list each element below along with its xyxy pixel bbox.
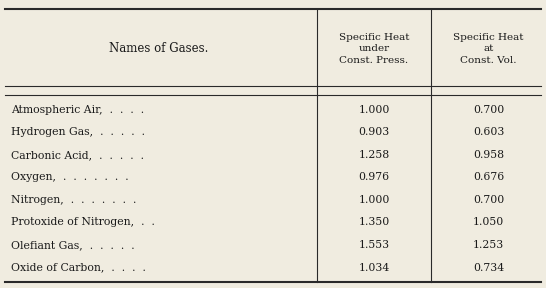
- Text: 1.258: 1.258: [358, 150, 390, 160]
- Text: 1.034: 1.034: [358, 263, 390, 272]
- Text: Specific Heat
under
Const. Press.: Specific Heat under Const. Press.: [339, 33, 410, 65]
- Text: 1.050: 1.050: [473, 217, 505, 228]
- Text: Specific Heat
at
Const. Vol.: Specific Heat at Const. Vol.: [453, 33, 524, 65]
- Text: 0.958: 0.958: [473, 150, 505, 160]
- Text: 0.734: 0.734: [473, 263, 505, 272]
- Text: Nitrogen,  .  .  .  .  .  .  .: Nitrogen, . . . . . . .: [11, 195, 136, 205]
- Text: Carbonic Acid,  .  .  .  .  .: Carbonic Acid, . . . . .: [11, 150, 144, 160]
- Text: 1.553: 1.553: [358, 240, 390, 250]
- Text: Protoxide of Nitrogen,  .  .: Protoxide of Nitrogen, . .: [11, 217, 155, 228]
- Text: Oxide of Carbon,  .  .  .  .: Oxide of Carbon, . . . .: [11, 263, 146, 272]
- Text: Names of Gases.: Names of Gases.: [109, 42, 208, 56]
- Text: 1.253: 1.253: [473, 240, 505, 250]
- Text: 1.000: 1.000: [358, 195, 390, 205]
- Text: 0.700: 0.700: [473, 105, 505, 115]
- Text: 0.603: 0.603: [473, 127, 505, 137]
- Text: 0.903: 0.903: [358, 127, 390, 137]
- Text: Oxygen,  .  .  .  .  .  .  .: Oxygen, . . . . . . .: [11, 172, 128, 182]
- Text: 0.700: 0.700: [473, 195, 505, 205]
- Text: Atmospheric Air,  .  .  .  .: Atmospheric Air, . . . .: [11, 105, 144, 115]
- Text: 0.976: 0.976: [358, 172, 390, 182]
- Text: 1.000: 1.000: [358, 105, 390, 115]
- Text: Hydrogen Gas,  .  .  .  .  .: Hydrogen Gas, . . . . .: [11, 127, 145, 137]
- Text: 1.350: 1.350: [358, 217, 390, 228]
- Text: Olefiant Gas,  .  .  .  .  .: Olefiant Gas, . . . . .: [11, 240, 134, 250]
- Text: 0.676: 0.676: [473, 172, 505, 182]
